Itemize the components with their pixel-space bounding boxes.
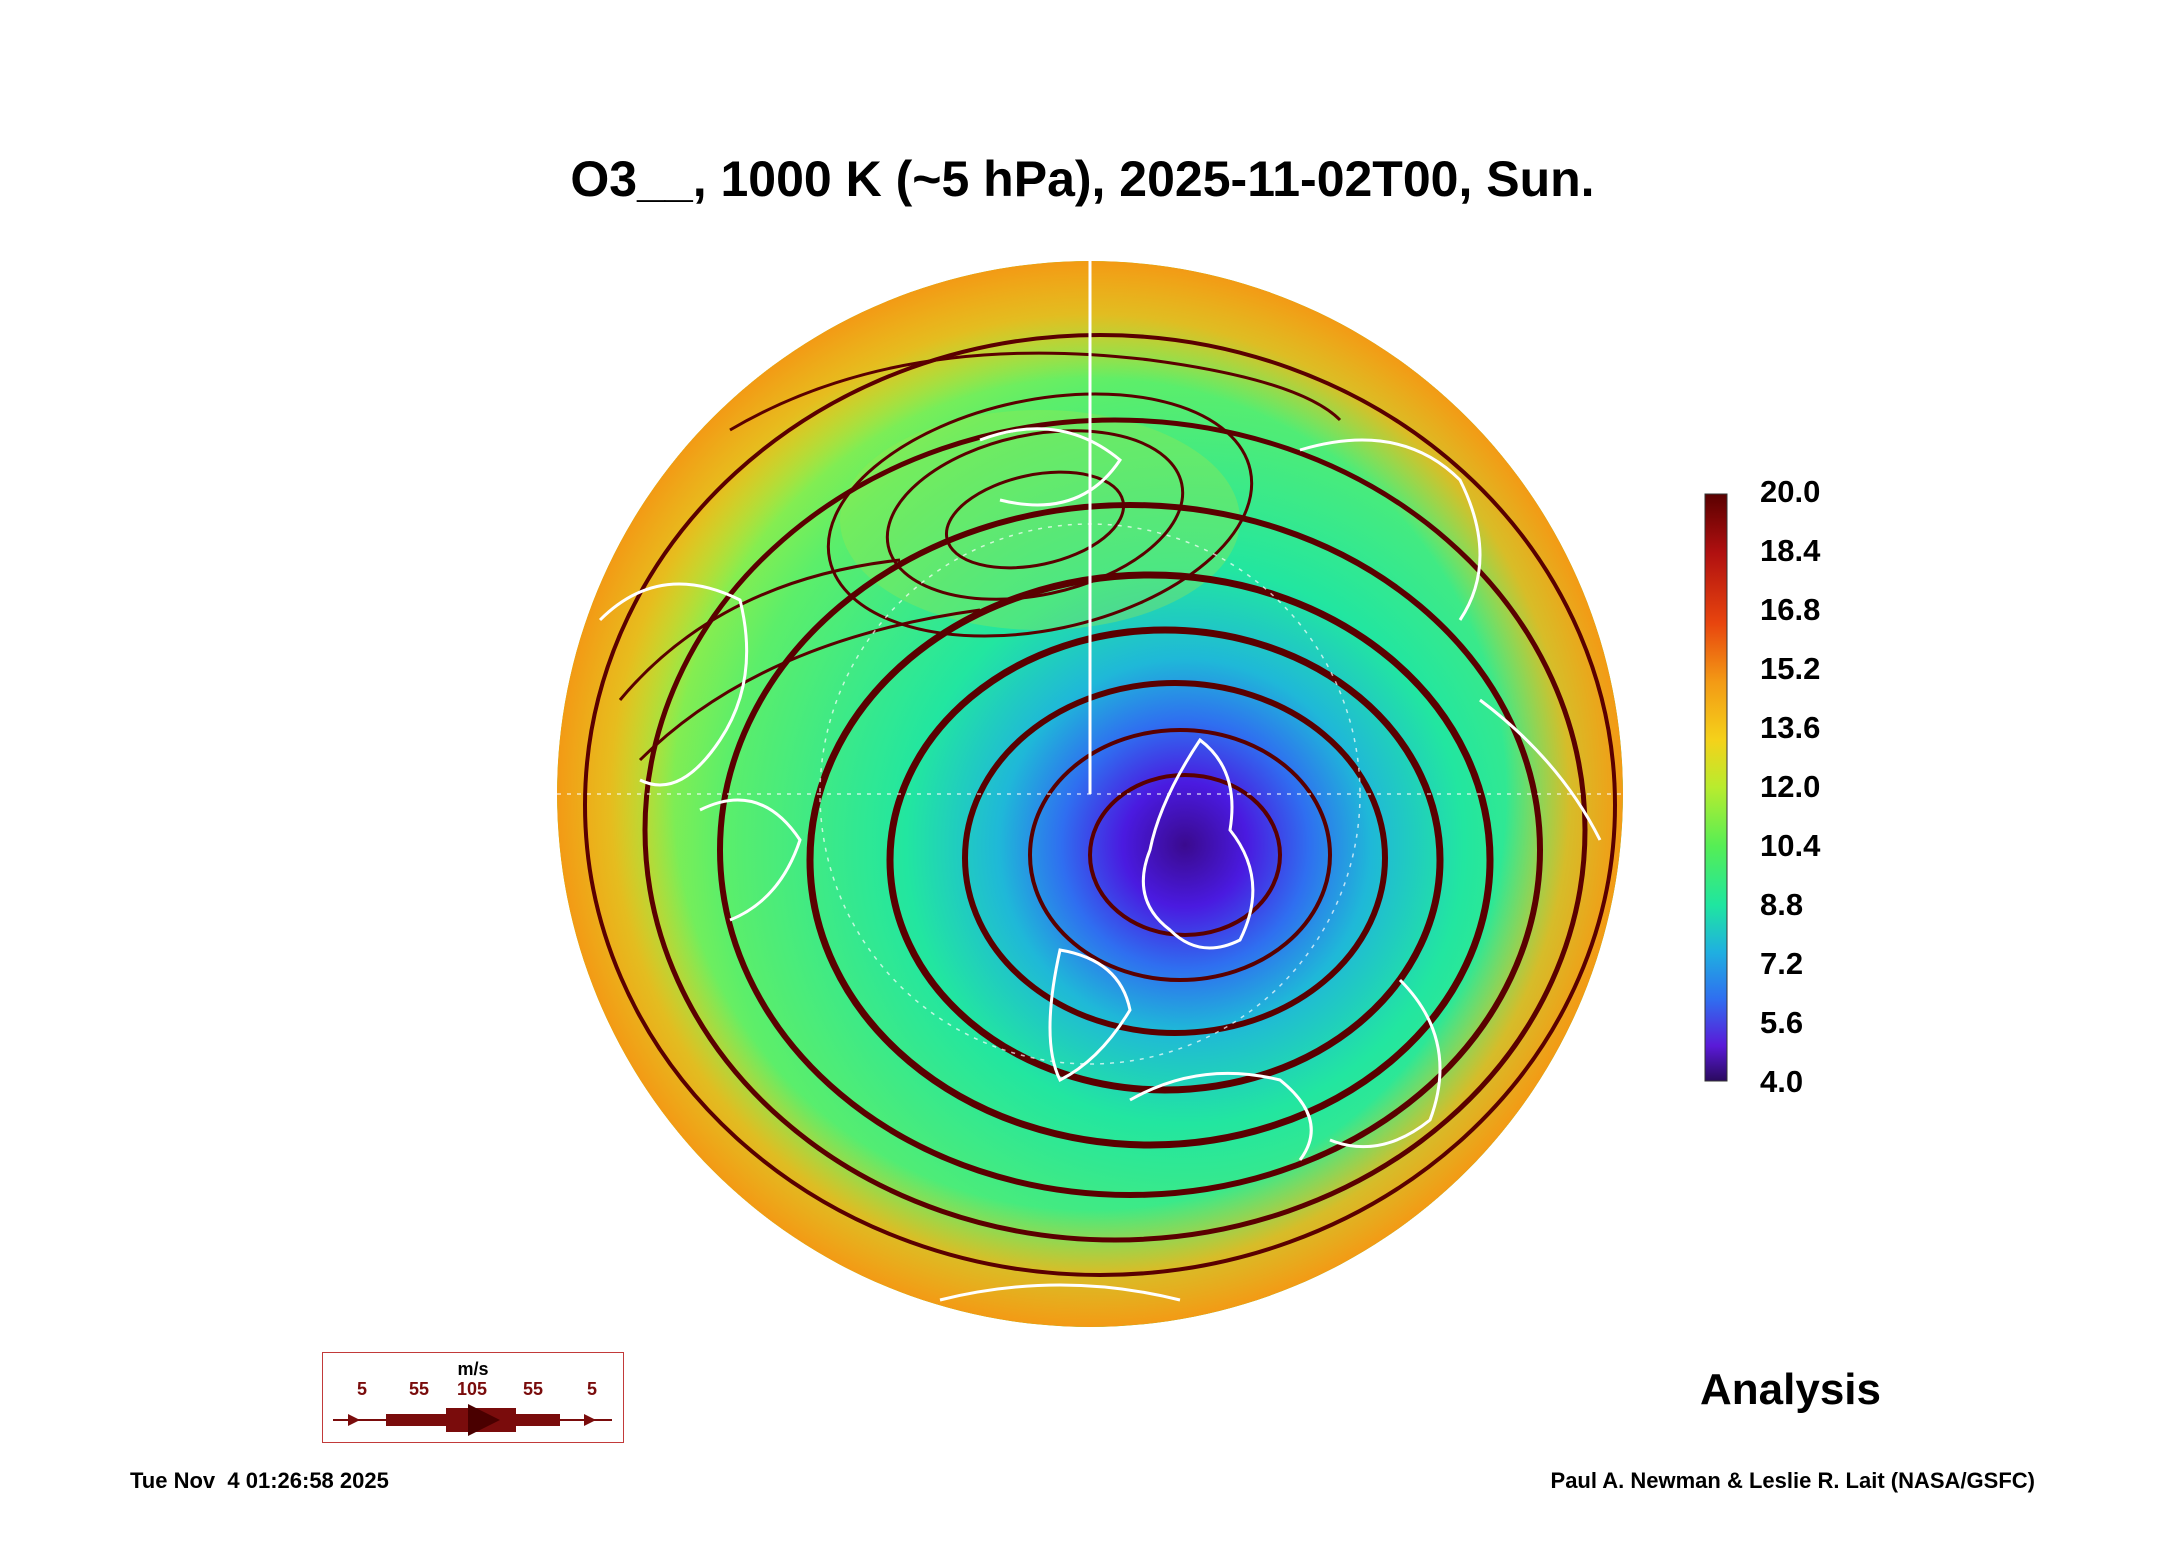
wind-legend-unit: m/s <box>457 1359 489 1379</box>
wind-legend-value: 105 <box>457 1379 488 1399</box>
credit-text: Paul A. Newman & Leslie R. Lait (NASA/GS… <box>1550 1468 2035 1493</box>
wind-speed-legend: m/s 5 55 105 55 5 <box>322 1352 624 1443</box>
timestamp: Tue Nov 4 01:26:58 2025 <box>130 1468 389 1493</box>
coastlines <box>598 427 1602 1302</box>
colorbar-label: 13.6 <box>1760 710 1821 745</box>
colorbar-label: 16.8 <box>1760 592 1821 627</box>
wind-legend-value: 55 <box>409 1379 430 1399</box>
wind-legend-value: 5 <box>357 1379 368 1399</box>
wind-legend-value: 55 <box>523 1379 544 1399</box>
wind-legend-value: 5 <box>587 1379 598 1399</box>
colorbar-label: 12.0 <box>1760 769 1821 804</box>
colorbar-label: 18.4 <box>1760 533 1821 568</box>
analysis-label: Analysis <box>1700 1365 1881 1414</box>
wind-legend-arrow <box>333 1404 612 1436</box>
colorbar <box>1704 493 1728 1082</box>
colorbar-label: 10.4 <box>1760 828 1821 863</box>
colorbar-label: 15.2 <box>1760 651 1821 686</box>
colorbar-label: 20.0 <box>1760 474 1821 509</box>
colorbar-label: 4.0 <box>1760 1064 1804 1099</box>
colorbar-label: 7.2 <box>1760 946 1804 981</box>
colorbar-label: 8.8 <box>1760 887 1804 922</box>
colorbar-label: 5.6 <box>1760 1005 1804 1040</box>
wind-streamlines <box>583 333 1617 1277</box>
map-title: O3__, 1000 K (~5 hPa), 2025-11-02T00, Su… <box>570 151 1595 207</box>
